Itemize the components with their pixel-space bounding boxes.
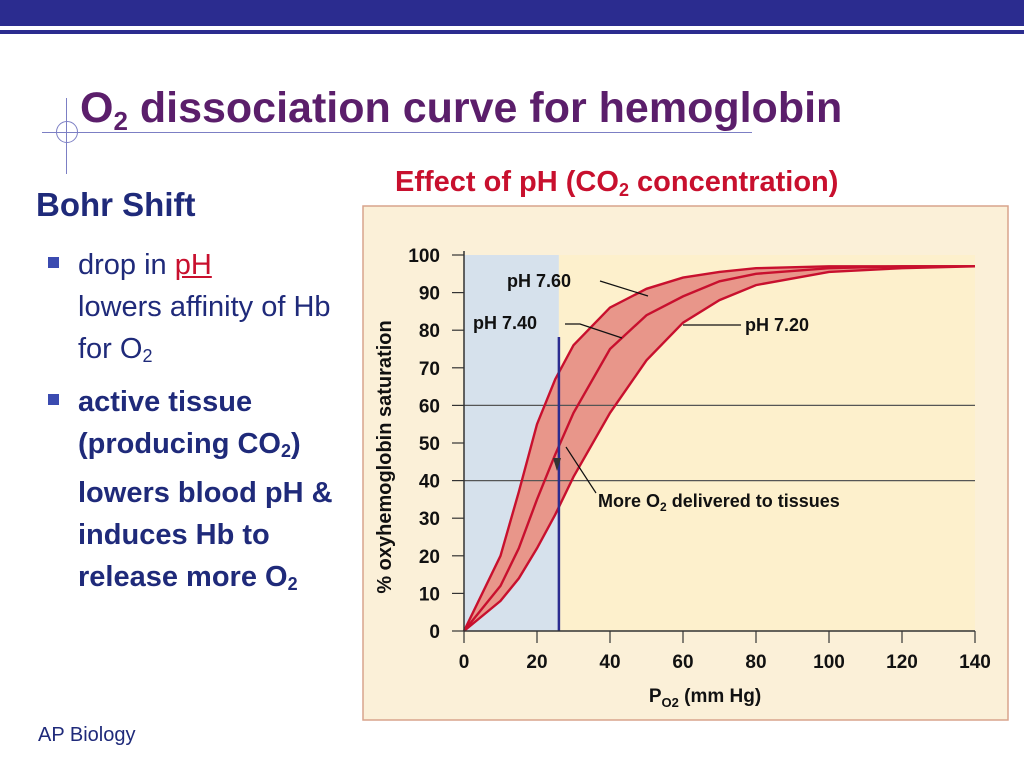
- slide-title: O2 dissociation curve for hemoglobin: [80, 84, 843, 136]
- x-tick-label-20: 20: [526, 652, 547, 673]
- bullet-item: drop in pH lowers affinity of Hb for O2: [48, 244, 348, 377]
- footer-label: AP Biology: [38, 724, 136, 746]
- x-tick-label-140: 140: [959, 652, 991, 673]
- leader-more-o2: [565, 446, 597, 494]
- y-tick-label-90: 90: [419, 284, 440, 305]
- y-tick-label-100: 100: [408, 246, 440, 267]
- y-tick-label-40: 40: [419, 472, 440, 493]
- x-tick-label-0: 0: [459, 652, 470, 673]
- leader-ph-740: [565, 323, 623, 339]
- x-tick-label-60: 60: [672, 652, 693, 673]
- bullet-item: active tissue (producing CO2) lowers blo…: [48, 381, 348, 605]
- y-tick-label-60: 60: [419, 396, 440, 417]
- annotation-ph-720: pH 7.20: [745, 315, 809, 335]
- curve-720: [463, 265, 976, 632]
- y-tick-label-30: 30: [419, 509, 440, 530]
- bullet-list: drop in pH lowers affinity of Hb for O2 …: [48, 244, 348, 609]
- bullet-square-icon: [48, 257, 59, 268]
- annotation-more-o2: More O2 delivered to tissues: [598, 491, 840, 514]
- y-tick-label-10: 10: [419, 584, 440, 605]
- y-tick-label-0: 0: [429, 622, 440, 643]
- top-accent-line: [0, 30, 1024, 34]
- x-tick-label-120: 120: [886, 652, 918, 673]
- ph-link[interactable]: pH: [174, 249, 212, 281]
- curve-760: [462, 265, 975, 632]
- x-tick-label-80: 80: [745, 652, 766, 673]
- x-tick-label-40: 40: [599, 652, 620, 673]
- subtitle-bohr-shift: Bohr Shift: [36, 186, 196, 223]
- bullet-square-icon: [48, 394, 59, 405]
- x-axis-label: PO2 (mm Hg): [649, 686, 761, 710]
- leader-ph-760: [599, 280, 649, 297]
- annotation-ph-760: pH 7.60: [507, 271, 571, 291]
- y-tick-label-80: 80: [419, 321, 440, 342]
- top-accent-bar: [0, 0, 1024, 26]
- x-tick-label-100: 100: [813, 652, 845, 673]
- arrow-down-icon: [553, 458, 561, 471]
- annotation-ph-740: pH 7.40: [473, 313, 537, 333]
- crosshair-circle: [56, 121, 78, 143]
- y-tick-label-50: 50: [419, 434, 440, 455]
- y-axis-label: % oxyhemoglobin saturation: [374, 320, 396, 593]
- curve-740: [463, 265, 975, 632]
- ph-range-band: [464, 266, 975, 631]
- title-rule: [42, 132, 752, 133]
- chart-heading: Effect of pH (CO2 concentration): [395, 166, 839, 200]
- y-tick-label-20: 20: [419, 547, 440, 568]
- y-tick-label-70: 70: [419, 359, 440, 380]
